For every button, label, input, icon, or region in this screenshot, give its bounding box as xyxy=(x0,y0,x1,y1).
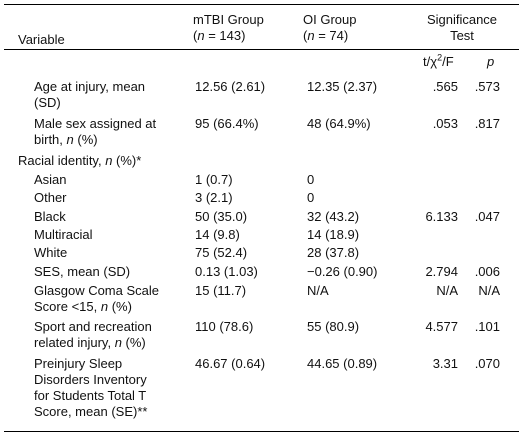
cell-stat: 3.31 xyxy=(432,356,458,371)
row-label: SES, mean (SD) xyxy=(34,264,130,280)
row-label-line: Age at injury, mean xyxy=(34,79,146,94)
bottom-rule xyxy=(4,431,519,432)
header-rule xyxy=(4,49,519,50)
cell-oi: 0 xyxy=(307,190,315,205)
row-label-line: Racial identity, n (%)* xyxy=(18,153,142,168)
col-header-mtbi: mTBI Group (n = 143) xyxy=(193,12,264,44)
cell-mtbi: 75 (52.4) xyxy=(195,245,248,260)
row-label-line: Multiracial xyxy=(34,227,93,242)
cell-stat: .053 xyxy=(432,116,458,131)
cell-p: .817 xyxy=(474,116,500,131)
row-label-line: birth, n (%) xyxy=(34,132,98,147)
col-header-oi: OI Group (n = 74) xyxy=(303,12,356,44)
row-label: Multiracial xyxy=(34,227,93,243)
cell-oi: N/A xyxy=(307,283,329,298)
cell-stat: N/A xyxy=(436,283,458,298)
col-header-oi-n: (n = 74) xyxy=(303,28,349,43)
cell-mtbi: 95 (66.4%) xyxy=(195,116,259,131)
col-header-variable: Variable xyxy=(18,32,65,47)
row-label-line: White xyxy=(34,245,68,260)
cell-stat: 2.794 xyxy=(425,264,458,279)
row-label-line: SES, mean (SD) xyxy=(34,264,131,279)
row-label: Male sex assigned at birth, n (%) xyxy=(34,116,156,148)
cell-oi: 28 (37.8) xyxy=(307,245,360,260)
row-label-line: Score <15, n (%) xyxy=(34,299,132,314)
cell-p: .101 xyxy=(474,319,500,334)
cell-p: .047 xyxy=(474,209,500,224)
cell-p: N/A xyxy=(478,283,500,298)
row-label-line: related injury, n (%) xyxy=(34,335,146,350)
cell-mtbi: 14 (9.8) xyxy=(195,227,240,242)
col-header-mtbi-n: (n = 143) xyxy=(193,28,246,43)
cell-oi: 32 (43.2) xyxy=(307,209,360,224)
col-header-mtbi-title: mTBI Group xyxy=(193,12,264,27)
cell-mtbi: 0.13 (1.03) xyxy=(195,264,258,279)
cell-oi: −0.26 (0.90) xyxy=(307,264,378,279)
row-label: Asian xyxy=(34,172,67,188)
cell-oi: 55 (80.9) xyxy=(307,319,360,334)
cell-oi: 14 (18.9) xyxy=(307,227,360,242)
row-label: Preinjury Sleep Disorders Inventory for St… xyxy=(34,356,147,420)
cell-p: .006 xyxy=(474,264,500,279)
col-header-significance-line2: Test xyxy=(450,28,474,43)
row-label-line: Disorders Inventory xyxy=(34,372,147,387)
row-label: Glasgow Coma Scale Score <15, n (%) xyxy=(34,283,159,315)
row-label-line: Other xyxy=(34,190,67,205)
cell-mtbi: 12.56 (2.61) xyxy=(195,79,266,94)
cell-mtbi: 1 (0.7) xyxy=(195,172,233,187)
cell-mtbi: 15 (11.7) xyxy=(195,283,247,298)
row-label-line: Black xyxy=(34,209,66,224)
cell-mtbi: 3 (2.1) xyxy=(195,190,233,205)
col-header-oi-title: OI Group xyxy=(303,12,357,27)
cell-mtbi: 50 (35.0) xyxy=(195,209,248,224)
col-header-significance: Significance Test xyxy=(416,12,508,44)
row-label-line: (SD) xyxy=(34,95,61,110)
subheader-p: p xyxy=(487,54,495,69)
cell-mtbi: 110 (78.6) xyxy=(195,319,254,334)
cell-p: .070 xyxy=(474,356,500,371)
row-label: Black xyxy=(34,209,66,225)
row-label-line: Score, mean (SE)** xyxy=(34,404,148,419)
subheader-stat: t/χ2/F xyxy=(423,52,454,69)
col-header-significance-line1: Significance xyxy=(426,12,498,27)
row-label-line: Preinjury Sleep xyxy=(34,356,123,371)
row-label: Sport and recreation related injury, n (%… xyxy=(34,319,152,351)
row-label: White xyxy=(34,245,67,261)
cell-oi: 0 xyxy=(307,172,315,187)
row-label-line: for Students Total T xyxy=(34,388,147,403)
row-label-line: Male sex assigned at xyxy=(34,116,157,131)
cell-oi: 44.65 (0.89) xyxy=(307,356,378,371)
row-label-line: Glasgow Coma Scale xyxy=(34,283,159,298)
cell-stat: .565 xyxy=(432,79,458,94)
row-label: Age at injury, mean (SD) xyxy=(34,79,145,111)
cell-stat: 4.577 xyxy=(425,319,458,334)
top-rule xyxy=(4,4,519,5)
row-label: Other xyxy=(34,190,67,206)
cell-mtbi: 46.67 (0.64) xyxy=(195,356,266,371)
row-label-line: Asian xyxy=(34,172,67,187)
cell-oi: 12.35 (2.37) xyxy=(307,79,378,94)
row-label-line: Sport and recreation xyxy=(34,319,152,334)
cell-oi: 48 (64.9%) xyxy=(307,116,371,131)
cell-p: .573 xyxy=(474,79,500,94)
row-label: Racial identity, n (%)* xyxy=(18,153,141,169)
cell-stat: 6.133 xyxy=(425,209,458,224)
